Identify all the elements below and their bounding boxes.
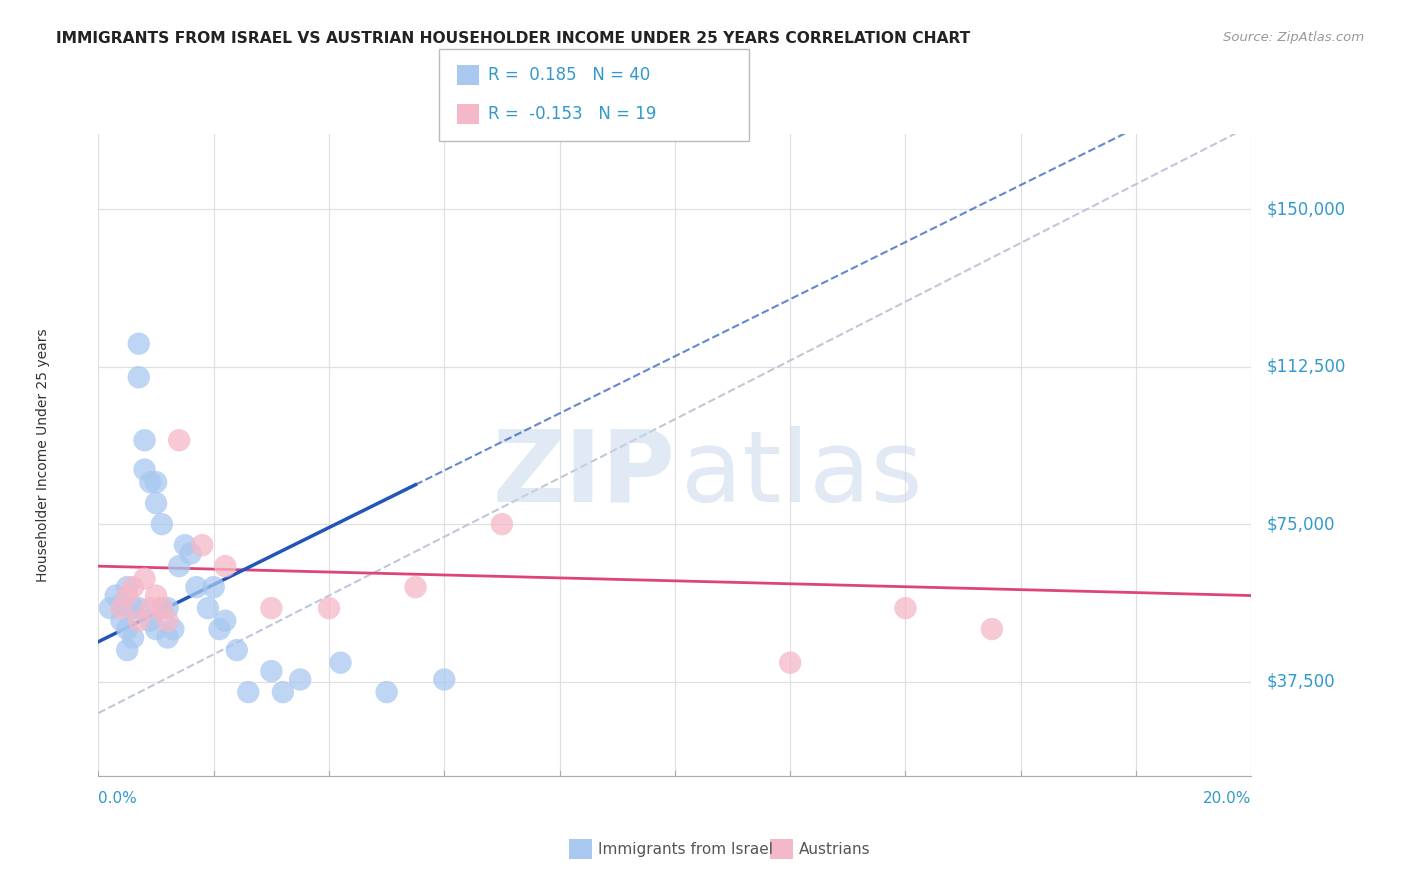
Text: R =  0.185   N = 40: R = 0.185 N = 40 <box>488 66 650 84</box>
Point <box>139 601 162 615</box>
Point <box>110 614 132 628</box>
Text: 20.0%: 20.0% <box>1204 791 1251 805</box>
Point <box>491 517 513 532</box>
Point <box>128 336 150 351</box>
Text: $75,000: $75,000 <box>1267 516 1334 533</box>
Point <box>375 685 398 699</box>
Point <box>117 589 138 603</box>
Point <box>98 601 121 615</box>
Point <box>145 475 167 490</box>
Text: R =  -0.153   N = 19: R = -0.153 N = 19 <box>488 105 657 123</box>
Point <box>145 589 167 603</box>
Point <box>290 673 312 687</box>
Point <box>433 673 456 687</box>
Point <box>156 631 179 645</box>
Point <box>180 547 202 561</box>
Point <box>150 601 173 615</box>
Point <box>167 434 190 448</box>
Point <box>117 643 138 657</box>
Text: Immigrants from Israel: Immigrants from Israel <box>598 842 772 856</box>
Point <box>186 580 208 594</box>
Point <box>117 622 138 636</box>
Point <box>128 614 150 628</box>
Text: $37,500: $37,500 <box>1267 673 1334 690</box>
Point <box>122 631 145 645</box>
Point <box>117 580 138 594</box>
Point <box>202 580 225 594</box>
Point <box>271 685 294 699</box>
Point <box>145 622 167 636</box>
Text: Austrians: Austrians <box>799 842 870 856</box>
Point <box>214 614 236 628</box>
Text: $112,500: $112,500 <box>1267 358 1346 376</box>
Text: atlas: atlas <box>681 425 922 523</box>
Point <box>128 601 150 615</box>
Point <box>174 538 197 552</box>
Point <box>225 643 247 657</box>
Point <box>134 434 156 448</box>
Point <box>329 656 352 670</box>
Point <box>134 462 156 476</box>
Point <box>110 597 132 611</box>
Point <box>134 572 156 586</box>
Point <box>318 601 340 615</box>
Point <box>894 601 917 615</box>
Point <box>167 559 190 574</box>
Text: Source: ZipAtlas.com: Source: ZipAtlas.com <box>1223 31 1364 45</box>
Point <box>122 580 145 594</box>
Point <box>260 664 283 678</box>
Point <box>128 370 150 384</box>
Point <box>110 601 132 615</box>
Text: 0.0%: 0.0% <box>98 791 138 805</box>
Point <box>139 614 162 628</box>
Point <box>104 589 127 603</box>
Point <box>779 656 801 670</box>
Point <box>238 685 260 699</box>
Point <box>156 601 179 615</box>
Point <box>260 601 283 615</box>
Point <box>162 622 184 636</box>
Point <box>139 475 162 490</box>
Point <box>150 517 173 532</box>
Point <box>208 622 231 636</box>
Point <box>122 601 145 615</box>
Point <box>150 601 173 615</box>
Point <box>405 580 427 594</box>
Point <box>156 614 179 628</box>
Text: ZIP: ZIP <box>492 425 675 523</box>
Point <box>214 559 236 574</box>
Point <box>145 496 167 510</box>
Point <box>191 538 214 552</box>
Text: Householder Income Under 25 years: Householder Income Under 25 years <box>37 328 51 582</box>
Text: IMMIGRANTS FROM ISRAEL VS AUSTRIAN HOUSEHOLDER INCOME UNDER 25 YEARS CORRELATION: IMMIGRANTS FROM ISRAEL VS AUSTRIAN HOUSE… <box>56 31 970 46</box>
Text: $150,000: $150,000 <box>1267 201 1346 219</box>
Point <box>197 601 219 615</box>
Point <box>981 622 1004 636</box>
